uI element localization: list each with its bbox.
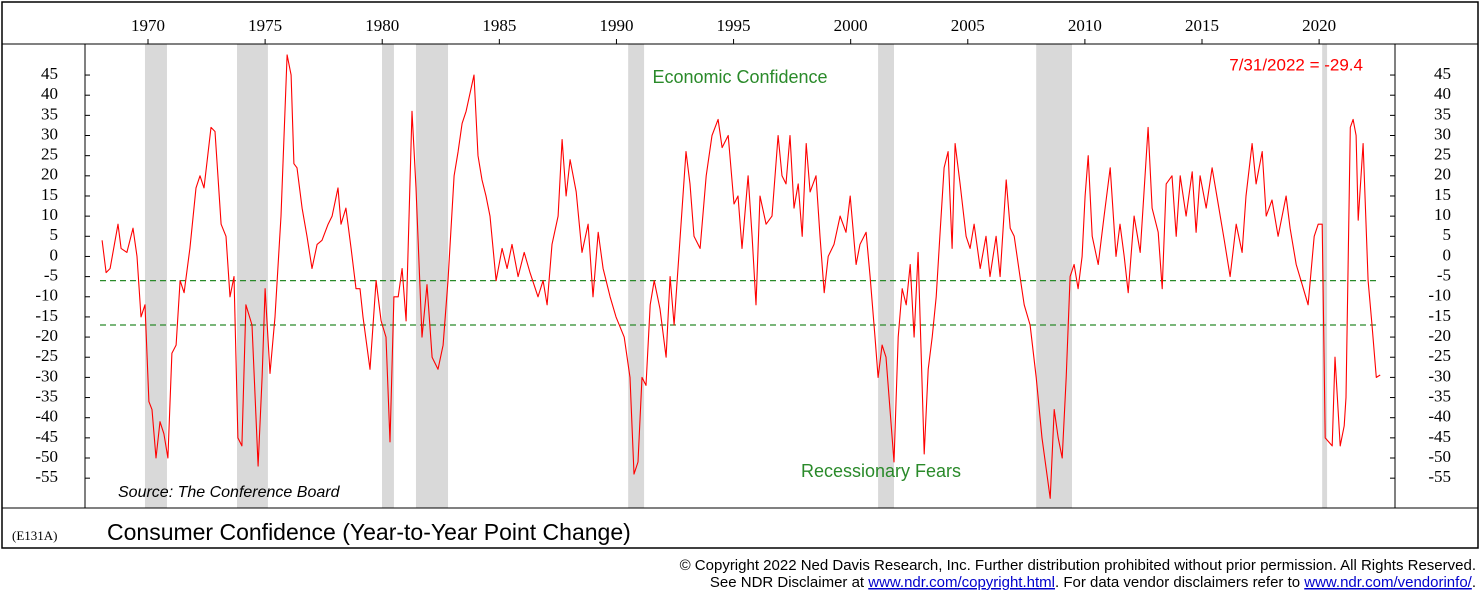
- y-tick-label: -55: [35, 467, 58, 486]
- y-tick-label: 35: [1434, 104, 1451, 123]
- y-tick-label: -40: [1428, 407, 1451, 426]
- x-tick-label: 1990: [599, 16, 633, 35]
- recession-layer: [144, 44, 1328, 508]
- recession-band: [1036, 44, 1073, 508]
- x-tick-label: 1975: [248, 16, 282, 35]
- disclaimer: See NDR Disclaimer at www.ndr.com/copyri…: [710, 574, 1476, 591]
- x-tick-label: 1980: [365, 16, 399, 35]
- x-tick-label: 2005: [951, 16, 985, 35]
- y-tick-label: -50: [1428, 447, 1451, 466]
- recession-band: [878, 44, 895, 508]
- y-tick-label: 5: [1443, 225, 1452, 244]
- source: Source: The Conference Board: [118, 484, 341, 501]
- y-tick-label: -10: [1428, 286, 1451, 305]
- copyright: © Copyright 2022 Ned Davis Research, Inc…: [680, 557, 1476, 574]
- disclaimer-text: .: [1472, 574, 1476, 591]
- y-tick-label: 20: [1434, 165, 1451, 184]
- y-tick-label: -20: [1428, 326, 1451, 345]
- y-tick-label: 25: [1434, 145, 1451, 164]
- y-tick-label: 30: [1434, 124, 1451, 143]
- data-line: [101, 54, 1381, 499]
- y-tick-label: 40: [41, 84, 58, 103]
- x-tick-label: 1970: [131, 16, 165, 35]
- recession-band: [1322, 44, 1328, 508]
- y-tick-label: 25: [41, 145, 58, 164]
- link[interactable]: www.ndr.com/copyright.html: [867, 574, 1055, 591]
- outer-frame: [1, 1, 1479, 549]
- y-tick-label: -25: [1428, 346, 1451, 365]
- y-tick-label: 30: [41, 124, 58, 143]
- y-tick-label: -45: [1428, 427, 1451, 446]
- y-tick-label: 40: [1434, 84, 1451, 103]
- y-tick-label: -40: [35, 407, 58, 426]
- x-tick-label: 2015: [1185, 16, 1219, 35]
- y-tick-label: -25: [35, 346, 58, 365]
- latest-value: 7/31/2022 = -29.4: [1229, 55, 1363, 74]
- y-tick-label: 45: [1434, 64, 1451, 83]
- y-tick-label: 15: [1434, 185, 1451, 204]
- x-tick-label: 1995: [717, 16, 751, 35]
- recession-band: [381, 44, 394, 508]
- y-tick-label: -30: [35, 366, 58, 385]
- y-tick-label: -15: [35, 306, 58, 325]
- y-tick-label: 10: [41, 205, 58, 224]
- x-tick-label: 2000: [834, 16, 868, 35]
- y-tick-label: -15: [1428, 306, 1451, 325]
- recession-band: [144, 44, 167, 508]
- x-tick-label: 2010: [1068, 16, 1102, 35]
- y-tick-label: 20: [41, 165, 58, 184]
- y-tick-label: 0: [50, 245, 59, 264]
- disclaimer-text: . For data vendor disclaimers refer to: [1055, 574, 1304, 591]
- y-tick-label: 15: [41, 185, 58, 204]
- y-tick-label: 0: [1443, 245, 1452, 264]
- chart-code: (E131A): [12, 528, 58, 543]
- chart-title: Consumer Confidence (Year-to-Year Point …: [107, 519, 631, 545]
- y-tick-label: -55: [1428, 467, 1451, 486]
- link[interactable]: www.ndr.com/vendorinfo/: [1303, 574, 1472, 591]
- y-tick-label: 35: [41, 104, 58, 123]
- y-tick-label: -5: [1437, 266, 1451, 285]
- annotation: Recessionary Fears: [801, 461, 961, 481]
- y-tick-label: -30: [1428, 366, 1451, 385]
- x-tick-label: 1985: [482, 16, 516, 35]
- y-tick-label: -35: [1428, 386, 1451, 405]
- y-tick-label: 5: [50, 225, 59, 244]
- y-tick-label: 45: [41, 64, 58, 83]
- y-tick-label: -35: [35, 386, 58, 405]
- y-tick-label: -20: [35, 326, 58, 345]
- annotation: Economic Confidence: [652, 67, 827, 87]
- x-tick-label: 2020: [1302, 16, 1336, 35]
- recession-band: [415, 44, 449, 508]
- y-tick-label: -50: [35, 447, 58, 466]
- recession-band: [628, 44, 645, 508]
- y-tick-label: -5: [44, 266, 58, 285]
- y-tick-label: -10: [35, 286, 58, 305]
- disclaimer-text: See NDR Disclaimer at: [710, 574, 868, 591]
- y-tick-label: 10: [1434, 205, 1451, 224]
- y-tick-label: -45: [35, 427, 58, 446]
